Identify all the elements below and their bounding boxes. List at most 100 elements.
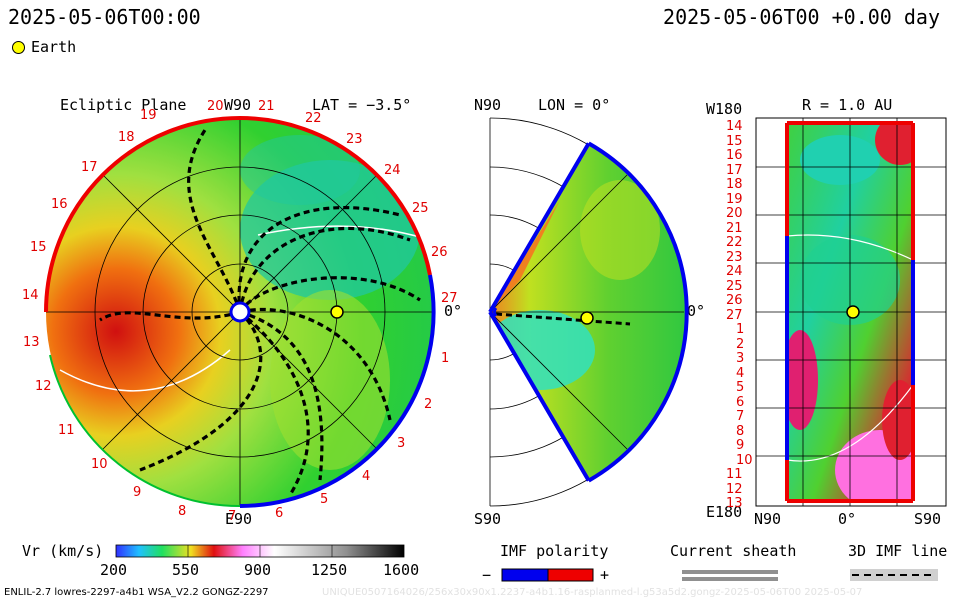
- radial-y-tick: 19: [726, 192, 743, 207]
- radial-x-label-s90: S90: [914, 510, 942, 528]
- carrington-tick: 6: [275, 506, 283, 521]
- radial-y-tick: 21: [726, 221, 743, 236]
- radial-y-tick: 1: [736, 322, 744, 337]
- radial-y-tick: 7: [736, 409, 744, 424]
- imf-line-swatch: [850, 569, 938, 581]
- imf-plus-label: +: [600, 566, 610, 584]
- carrington-tick-labels: 19 20 21 22 23 24 25 26 27 1 2 3 4 5 6 7…: [22, 99, 458, 524]
- sun-marker: [229, 301, 251, 323]
- carrington-tick: 10: [91, 457, 108, 472]
- carrington-tick: 21: [258, 99, 275, 114]
- earth-legend-label: Earth: [31, 38, 77, 56]
- radial-y-tick: 12: [726, 482, 743, 497]
- carrington-tick: 12: [35, 379, 52, 394]
- radial-y-tick: 2: [736, 337, 744, 352]
- radial-top-left-label: W180: [706, 100, 743, 118]
- earth-marker-meridional: [580, 311, 594, 325]
- meridional-bottom-label: S90: [474, 510, 502, 528]
- colorbar-tick: 550: [172, 561, 200, 579]
- carrington-tick: 23: [346, 132, 363, 147]
- radial-y-tick: 8: [736, 424, 744, 439]
- radial-y-tick: 13: [726, 496, 743, 511]
- earth-marker-radial: [846, 305, 860, 319]
- ecliptic-right-label: 0°: [444, 302, 463, 320]
- radial-y-tick: 20: [726, 206, 743, 221]
- carrington-tick: 22: [305, 111, 322, 126]
- radial-y-tick: 24: [726, 264, 743, 279]
- meridional-plane-plot: [488, 117, 689, 507]
- ecliptic-bottom-label: E90: [225, 510, 253, 528]
- radial-y-tick: 14: [726, 119, 743, 134]
- imf-line-label: 3D IMF line: [848, 542, 948, 560]
- colorbar-tick: 200: [100, 561, 128, 579]
- radial-y-tick: 10: [736, 453, 753, 468]
- footer-left: ENLIL-2.7 lowres-2297-a4b1 WSA_V2.2 GONG…: [4, 587, 269, 598]
- radial-r-label: R = 1.0 AU: [802, 96, 893, 114]
- ecliptic-top-label: W90: [224, 96, 252, 114]
- ecliptic-lat-label: LAT = −3.5°: [312, 96, 412, 114]
- radial-y-tick: 16: [726, 148, 743, 163]
- carrington-tick: 13: [23, 335, 40, 350]
- carrington-tick: 5: [320, 492, 328, 507]
- radial-y-tick: 26: [726, 293, 743, 308]
- radial-y-tick: 27: [726, 308, 743, 323]
- carrington-tick: 7: [228, 509, 236, 524]
- colorbar-tick: 1250: [311, 561, 348, 579]
- radial-y-tick: 23: [726, 250, 743, 265]
- carrington-tick: 8: [178, 504, 186, 519]
- radial-y-tick: 6: [736, 395, 744, 410]
- imf-polarity-swatch: [501, 568, 594, 582]
- carrington-tick: 17: [81, 160, 98, 175]
- earth-legend-icon: [12, 41, 25, 54]
- carrington-tick: 9: [133, 485, 141, 500]
- ecliptic-plane-plot: [44, 116, 436, 508]
- carrington-tick: 16: [51, 197, 68, 212]
- carrington-tick: 15: [30, 240, 47, 255]
- ecliptic-title: Ecliptic Plane: [60, 96, 187, 114]
- carrington-tick: 1: [441, 351, 449, 366]
- right-timestamp: 2025-05-06T00 +0.00 day: [663, 5, 940, 29]
- radial-y-tick: 18: [726, 177, 743, 192]
- radial-bottom-left-label: E180: [706, 503, 743, 521]
- imf-field-lines: [99, 129, 421, 496]
- radial-y-tick: 25: [726, 279, 743, 294]
- carrington-tick: 19: [140, 108, 157, 123]
- carrington-tick: 26: [431, 245, 448, 260]
- colorbar-tick: 1600: [383, 561, 420, 579]
- earth-marker-ecliptic: [330, 305, 344, 319]
- radial-y-tick: 3: [736, 351, 744, 366]
- imf-minus-label: −: [482, 566, 492, 584]
- radial-y-tick: 17: [726, 163, 743, 178]
- carrington-tick: 2: [424, 397, 432, 412]
- radial-y-tick-labels: 14 15 16 17 18 19 20 21 22 23 24 25 26 2…: [726, 119, 753, 511]
- radial-x-label-n90: N90: [754, 510, 782, 528]
- meridional-right-label: 0°: [687, 302, 706, 320]
- imf-polarity-label: IMF polarity: [500, 542, 609, 560]
- radial-surface-plot: [755, 117, 947, 507]
- radial-y-tick: 4: [736, 366, 744, 381]
- velocity-colorbar: [115, 544, 405, 558]
- carrington-tick: 18: [118, 130, 135, 145]
- carrington-tick: 20: [207, 99, 224, 114]
- carrington-tick: 25: [412, 201, 429, 216]
- current-sheath-label: Current sheath: [670, 542, 797, 560]
- carrington-tick: 14: [22, 288, 39, 303]
- radial-y-tick: 5: [736, 380, 744, 395]
- meridional-lon-label: LON = 0°: [538, 96, 611, 114]
- radial-y-tick: 9: [736, 438, 744, 453]
- radial-y-tick: 15: [726, 134, 743, 149]
- current-sheath-swatch: [682, 570, 778, 581]
- carrington-tick: 3: [397, 436, 405, 451]
- carrington-tick: 11: [58, 423, 75, 438]
- carrington-tick: 27: [441, 291, 458, 306]
- meridional-top-label: N90: [474, 96, 502, 114]
- radial-y-tick: 22: [726, 235, 743, 250]
- carrington-tick: 24: [384, 163, 401, 178]
- footer-right: UNIQUE0507164026/256x30x90x1.2237-a4b1.1…: [322, 587, 863, 598]
- colorbar-tick: 900: [244, 561, 272, 579]
- colorbar-label: Vr (km/s): [22, 542, 104, 560]
- radial-x-label-0: 0°: [838, 510, 857, 528]
- radial-y-tick: 11: [726, 467, 743, 482]
- left-timestamp: 2025-05-06T00:00: [8, 5, 201, 29]
